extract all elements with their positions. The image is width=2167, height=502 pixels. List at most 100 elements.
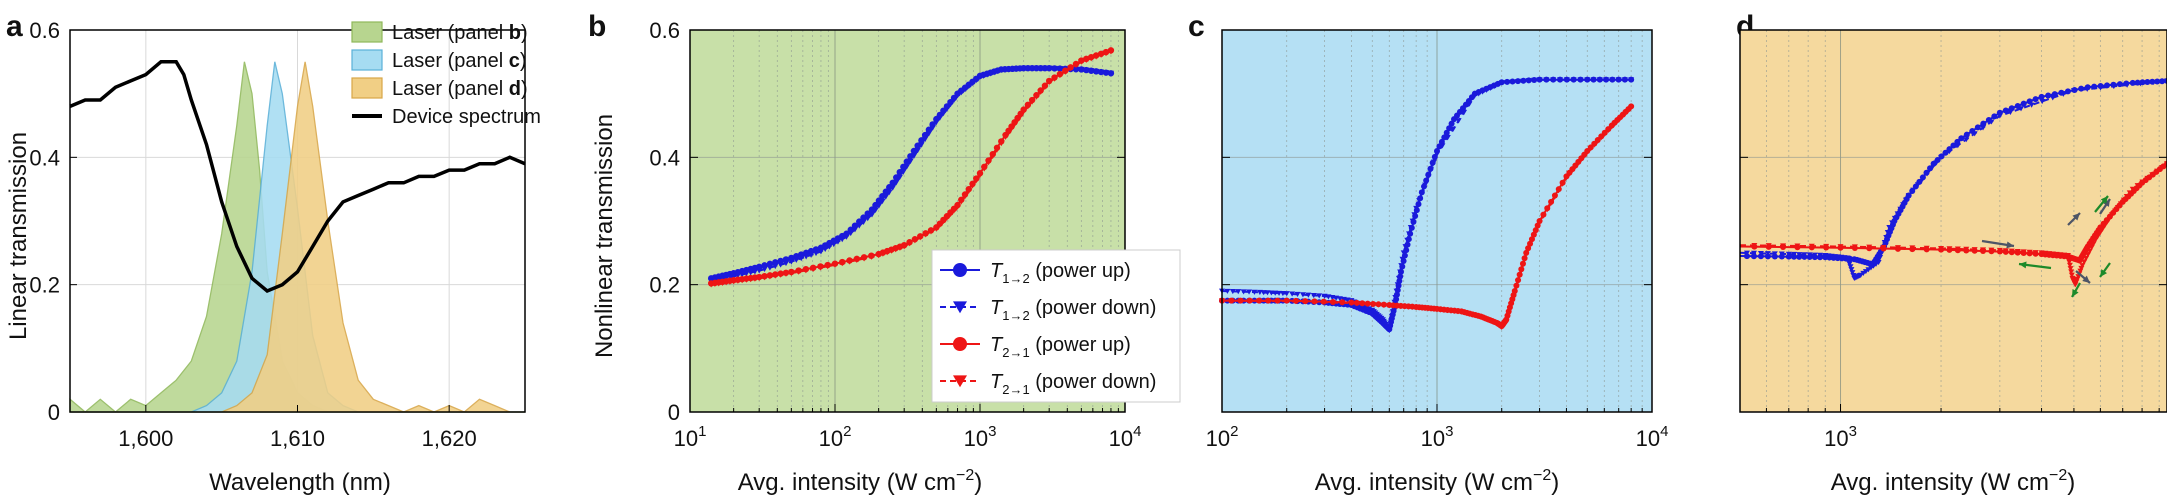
data-point xyxy=(1611,121,1618,127)
data-point xyxy=(1375,302,1382,308)
y-tick-label: 0.2 xyxy=(29,273,60,298)
data-point xyxy=(1419,190,1426,196)
data-point xyxy=(1808,243,1815,249)
data-point xyxy=(1577,77,1584,83)
data-point xyxy=(980,73,987,79)
data-point xyxy=(766,265,774,271)
data-point xyxy=(2139,179,2146,185)
data-point xyxy=(1504,314,1511,320)
data-point xyxy=(2018,106,2025,112)
data-point xyxy=(798,255,805,262)
data-point xyxy=(1817,252,1824,258)
data-point xyxy=(2081,259,2088,265)
data-point xyxy=(1388,318,1395,324)
data-point xyxy=(1407,224,1414,231)
data-point xyxy=(782,260,790,267)
data-point xyxy=(1559,181,1566,187)
data-point xyxy=(2154,168,2161,174)
data-point xyxy=(883,249,891,256)
data-point xyxy=(2120,197,2127,203)
data-point xyxy=(1033,94,1040,100)
data-point xyxy=(2014,248,2021,255)
data-point xyxy=(1316,293,1323,299)
series-d-1 xyxy=(1739,78,2167,281)
data-point xyxy=(2114,204,2121,211)
data-point xyxy=(1283,298,1290,304)
data-point xyxy=(1914,182,1921,188)
data-point xyxy=(1550,77,1557,83)
data-point xyxy=(1265,298,1272,304)
data-point xyxy=(831,262,839,268)
data-point xyxy=(879,251,887,257)
x-tick-label: 102 xyxy=(819,423,852,451)
data-point xyxy=(1387,323,1394,329)
data-point xyxy=(965,83,972,90)
data-point xyxy=(903,164,911,170)
data-point xyxy=(892,246,899,253)
data-point xyxy=(1525,247,1532,253)
data-point xyxy=(1413,205,1420,211)
data-point xyxy=(1609,77,1616,83)
data-point xyxy=(2066,262,2073,268)
data-point xyxy=(1572,164,1579,170)
data-point xyxy=(1866,244,1873,250)
data-point xyxy=(1041,84,1049,90)
y-tick-label: 0.6 xyxy=(649,18,680,43)
data-point xyxy=(802,254,810,260)
data-point xyxy=(824,263,831,270)
data-point xyxy=(1847,264,1854,270)
panel-a-legend: Laser (panel b) Laser (panel c) Laser (pan… xyxy=(351,21,541,128)
data-point xyxy=(1891,215,1898,221)
data-point xyxy=(1224,288,1231,294)
panel-b: b 0 0.2 0.4 0.6 101 102 103 104 T1→2 (power up)… xyxy=(588,10,1181,496)
panel-d-xlabel: Avg. intensity (W cm−2) xyxy=(1831,467,2076,496)
legend-entry: T1→2 (power up) xyxy=(990,260,1131,286)
arrow-head xyxy=(2019,261,2027,269)
data-point xyxy=(2049,95,2056,101)
data-point xyxy=(1056,66,1064,72)
data-point xyxy=(1017,113,1024,119)
data-point xyxy=(1596,77,1603,83)
data-point xyxy=(860,256,868,262)
legend-swatch xyxy=(351,49,383,71)
data-point xyxy=(1028,65,1036,72)
data-point xyxy=(2104,219,2111,225)
data-point xyxy=(1097,69,1105,75)
data-point xyxy=(1988,247,1995,253)
data-point xyxy=(1005,130,1012,136)
data-point xyxy=(846,259,853,265)
data-point xyxy=(807,252,815,258)
data-point xyxy=(943,215,951,221)
data-point xyxy=(707,282,715,288)
data-point xyxy=(2084,252,2091,258)
data-point xyxy=(1020,65,1027,72)
y-tick-label: 0.4 xyxy=(29,145,60,170)
data-point xyxy=(2097,230,2104,236)
data-point xyxy=(772,273,779,279)
data-point xyxy=(1072,62,1080,69)
hysteresis-arrow xyxy=(2075,270,2091,284)
data-point xyxy=(826,244,833,250)
data-point xyxy=(782,271,790,277)
hysteresis-arrow xyxy=(2071,282,2081,298)
data-point xyxy=(1274,298,1281,304)
data-point xyxy=(1601,131,1608,137)
data-point xyxy=(1491,84,1498,90)
y-tick-label: 0.6 xyxy=(29,18,60,43)
data-point xyxy=(1329,300,1336,306)
data-point xyxy=(1619,113,1626,119)
data-point xyxy=(1963,137,1970,143)
data-point xyxy=(1092,54,1100,60)
data-point xyxy=(990,69,998,76)
data-point xyxy=(1886,224,1893,231)
series-c-3 xyxy=(1219,105,1635,331)
data-point xyxy=(2084,86,2091,92)
data-point xyxy=(953,375,967,388)
data-point xyxy=(1570,77,1577,83)
data-point xyxy=(1910,187,1917,193)
data-point xyxy=(719,280,726,286)
data-point xyxy=(879,198,886,205)
panel-d-axes: 103 xyxy=(1739,29,2167,451)
data-point xyxy=(1409,218,1416,224)
data-point xyxy=(911,237,919,244)
